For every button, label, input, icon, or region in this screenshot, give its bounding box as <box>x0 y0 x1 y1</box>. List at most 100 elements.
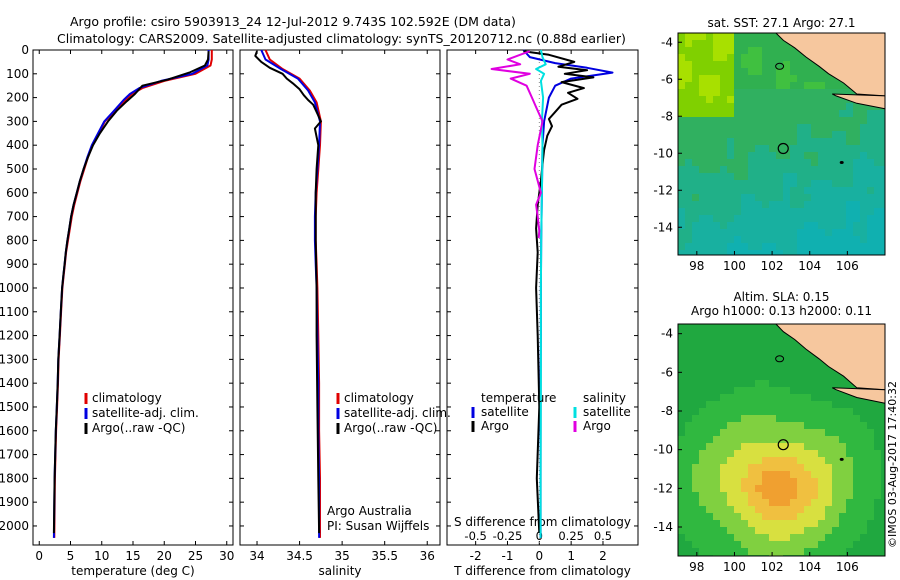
map-sst-cell <box>699 124 707 132</box>
map-sla-cell <box>720 485 728 493</box>
map-sla-cell <box>769 415 777 423</box>
map-sst-cell <box>825 222 833 230</box>
map-sst-cell <box>713 61 721 69</box>
map-sst-cell <box>678 215 686 223</box>
map-sst-cell <box>825 152 833 160</box>
map-sst-cell <box>741 103 749 111</box>
map-sla-cell <box>846 527 854 535</box>
map-sst-cell <box>818 229 826 237</box>
map-sla-cell <box>832 436 840 444</box>
map-sla-cell <box>678 450 686 458</box>
map-sst-cell <box>776 138 784 146</box>
map-sst-cell <box>713 222 721 230</box>
map-sst-cell <box>783 131 791 139</box>
map-sst-cell <box>713 236 721 244</box>
map-sst-cell <box>783 166 791 174</box>
map-sst-cell <box>811 236 819 244</box>
map-sla-cell <box>699 541 707 549</box>
map-sla-cell <box>804 527 812 535</box>
map-sla-cell <box>846 534 854 542</box>
map-sst-cell <box>790 159 798 167</box>
map-sst-cell <box>776 187 784 195</box>
map-sst-cell <box>762 131 770 139</box>
map-sla-cell <box>692 380 700 388</box>
map-sla-cell <box>804 394 812 402</box>
map-sst-cell <box>678 201 686 209</box>
map-sst-cell <box>713 96 721 104</box>
map-sst-cell <box>685 110 693 118</box>
map-sla-cell <box>699 534 707 542</box>
map-sla-cell <box>769 345 777 353</box>
map-sst-cell <box>769 138 777 146</box>
map-sst-cell <box>699 173 707 181</box>
map-sst-cell <box>860 103 868 111</box>
map-sla-cell <box>874 534 882 542</box>
map-sst-cell <box>755 215 763 223</box>
map-sla-cell <box>727 534 735 542</box>
map-sla-cell <box>699 429 707 437</box>
map-sst-cell <box>699 236 707 244</box>
map-sla-cell <box>699 338 707 346</box>
map-sst-cell <box>832 103 840 111</box>
map-sla-cell <box>755 506 763 514</box>
map-sst-cell <box>839 124 847 132</box>
map-sst-cell <box>776 124 784 132</box>
map-sst-cell <box>811 180 819 188</box>
map-sst-cell <box>818 159 826 167</box>
map-sla-cell <box>762 527 770 535</box>
map-sla-cell <box>846 422 854 430</box>
map-sst-island <box>775 62 785 70</box>
map-sla-cell <box>741 366 749 374</box>
map-sst-cell <box>706 208 714 216</box>
map-sst-cell <box>755 152 763 160</box>
map-sst-cell <box>811 194 819 202</box>
map-sst-cell <box>839 82 847 90</box>
map-sla-cell <box>776 345 784 353</box>
map-sla-cell <box>853 513 861 521</box>
map-sst-cell <box>818 145 826 153</box>
map-sla-cell <box>769 366 777 374</box>
map-sla-cell <box>741 485 749 493</box>
map-sst-cell <box>790 187 798 195</box>
map-sla-cell <box>839 464 847 472</box>
map-sst-cell <box>874 145 882 153</box>
map-sla-cell <box>797 520 805 528</box>
map-sla-cell <box>846 380 854 388</box>
map-sla-cell <box>867 499 875 507</box>
map-sst-cell <box>762 33 770 41</box>
map-sst-cell <box>762 159 770 167</box>
map-sla-cell <box>685 478 693 486</box>
map-sla-cell <box>811 541 819 549</box>
map-sst-cell <box>825 243 833 251</box>
map-sla-cell <box>776 373 784 381</box>
map-sst-cell <box>867 236 875 244</box>
map-sst-cell <box>741 215 749 223</box>
map-sst-cell <box>748 82 756 90</box>
map-sst-cell <box>776 131 784 139</box>
map-sla-cell <box>727 401 735 409</box>
map-sst-cell <box>797 194 805 202</box>
map-sla-cell <box>685 548 693 556</box>
map-sst-cell <box>832 250 840 256</box>
map-sst-cell <box>706 145 714 153</box>
map-sla-cell <box>811 499 819 507</box>
map-sst-cell <box>720 82 728 90</box>
map-sla-cell <box>699 352 707 360</box>
map-sla-cell <box>790 485 798 493</box>
map-sla-cell <box>741 436 749 444</box>
map-sla-cell <box>713 429 721 437</box>
map-sla-cell <box>734 373 742 381</box>
map-sla-cell <box>769 450 777 458</box>
map-sst-cell <box>811 152 819 160</box>
map-sla-cell <box>811 401 819 409</box>
map-sst-cell <box>776 159 784 167</box>
map-sla-cell <box>762 422 770 430</box>
map-sla-cell <box>832 520 840 528</box>
map-sla-cell <box>804 450 812 458</box>
map-sst-cell <box>860 131 868 139</box>
map-sla-cell <box>839 457 847 465</box>
map-sla-cell <box>727 457 735 465</box>
map-sla-cell <box>699 408 707 416</box>
map-sst-cell <box>832 166 840 174</box>
map-sst-cell <box>874 124 882 132</box>
